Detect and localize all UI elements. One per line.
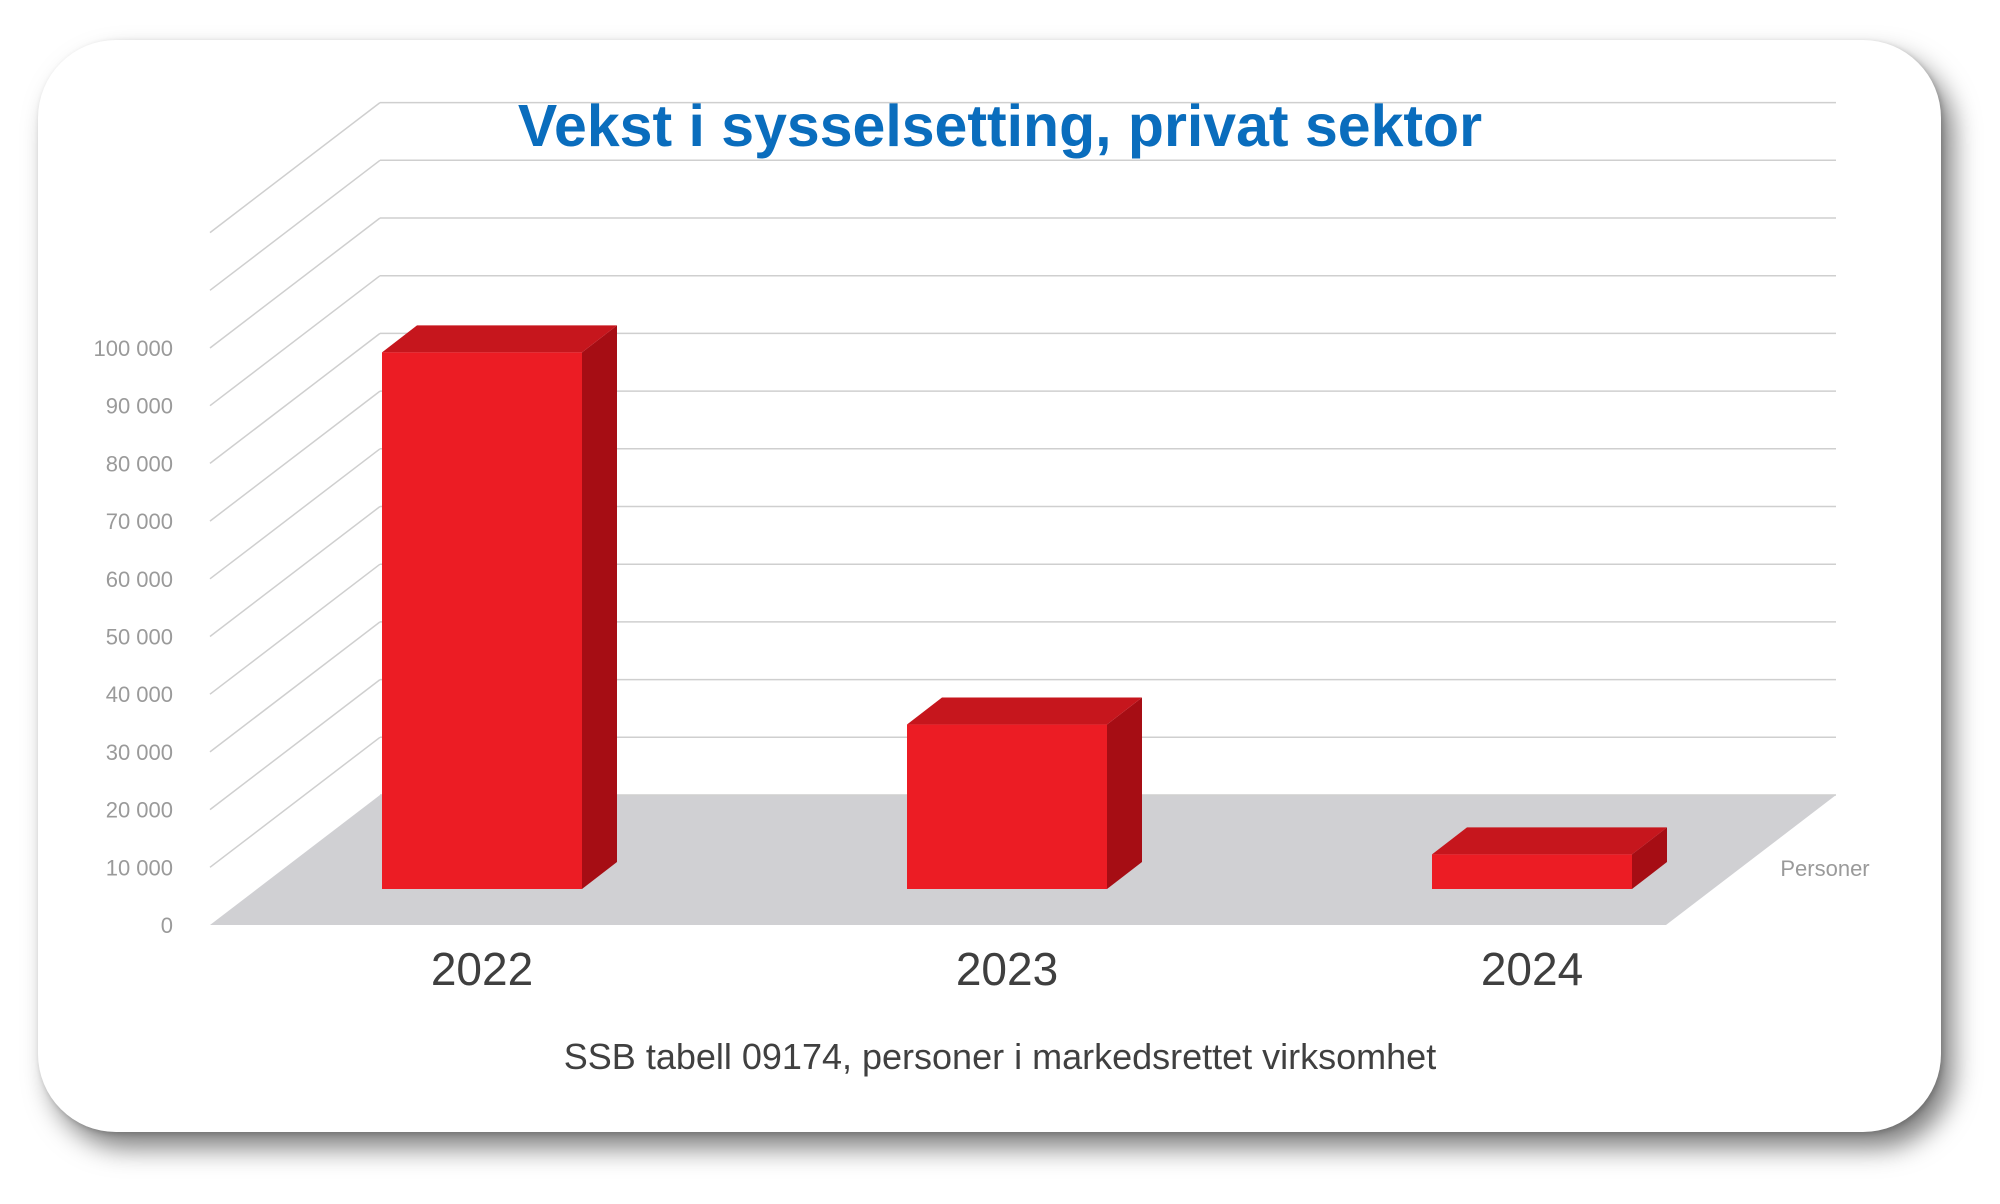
gridline-side — [209, 102, 381, 234]
bar-top — [1432, 827, 1667, 855]
y-tick-label: 40 000 — [106, 682, 173, 707]
bar-top — [907, 697, 1142, 725]
bar-side — [1632, 827, 1667, 889]
bar-top — [382, 325, 617, 353]
chart-title: Vekst i sysselsetting, privat sektor — [517, 93, 1483, 159]
y-tick-label: 100 000 — [93, 336, 173, 361]
gridline-side — [209, 621, 381, 753]
y-tick-label: 30 000 — [106, 740, 173, 765]
gridline-side — [209, 563, 381, 695]
gridline-side — [209, 159, 381, 291]
y-tick-label: 60 000 — [106, 567, 173, 592]
y-tick-label: 90 000 — [106, 394, 173, 419]
x-category-label: 2022 — [431, 943, 533, 995]
gridline-side — [209, 505, 381, 638]
bar — [907, 724, 1107, 889]
y-tick-label: 0 — [161, 913, 173, 938]
bar-side — [1107, 697, 1142, 889]
x-category-label: 2024 — [1481, 943, 1583, 995]
y-tick-label: 10 000 — [106, 855, 173, 880]
y-tick-label: 20 000 — [106, 798, 173, 823]
gridline-side — [209, 217, 381, 349]
bar — [382, 352, 582, 889]
x-category-label: 2023 — [956, 943, 1058, 995]
source-note: SSB tabell 09174, personer i markedsrett… — [563, 1036, 1437, 1077]
gridline-side — [209, 332, 381, 464]
bar-side — [582, 325, 617, 889]
bar — [1432, 854, 1632, 889]
y-tick-label: 70 000 — [106, 509, 173, 534]
y-tick-label: 50 000 — [106, 625, 173, 650]
gridline-side — [209, 448, 381, 580]
gridline-side — [209, 275, 381, 407]
gridline-side — [209, 679, 381, 811]
series-label: Personer — [1780, 856, 1869, 881]
y-tick-label: 80 000 — [106, 451, 173, 476]
chart-card — [38, 40, 1941, 1132]
gridline-side — [209, 736, 381, 868]
gridline-side — [209, 390, 381, 522]
